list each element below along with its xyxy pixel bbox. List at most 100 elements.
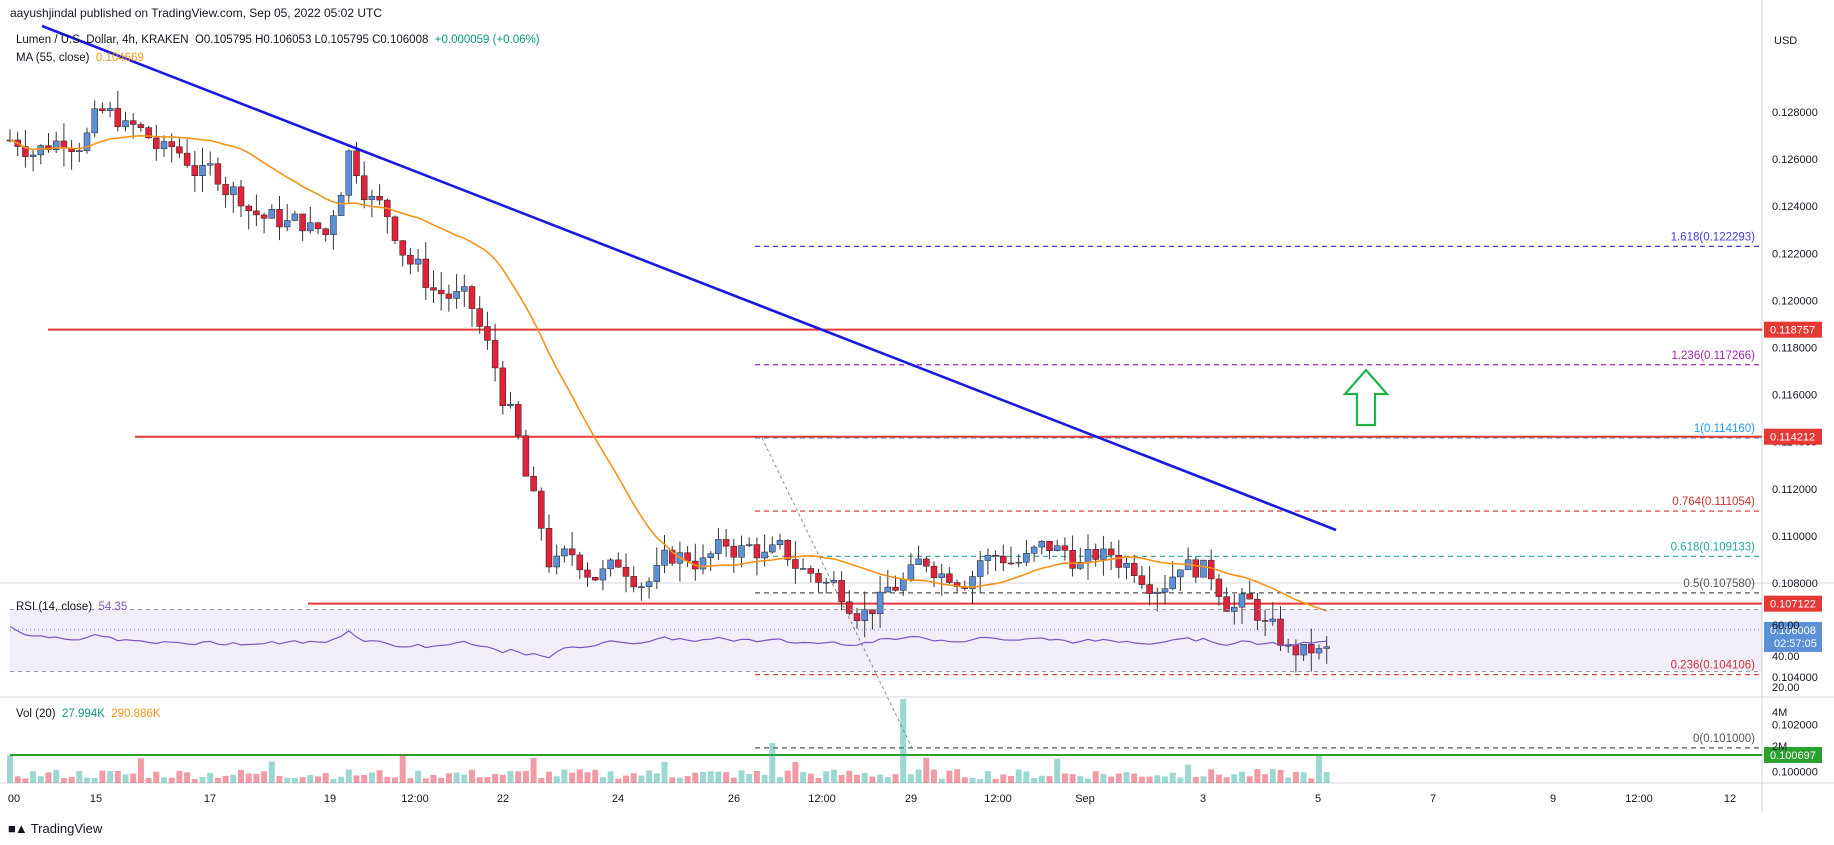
- price-tick: 0.124000: [1772, 201, 1818, 213]
- candle-up: [561, 545, 568, 563]
- candle-up: [52, 131, 60, 154]
- volume-bar: [769, 743, 776, 783]
- candle-up: [91, 100, 98, 138]
- candle-body: [253, 210, 260, 216]
- volume-bar: [176, 770, 183, 783]
- time-axis-label: 12:00: [1625, 793, 1653, 805]
- candle-down: [168, 133, 175, 163]
- volume-bar: [1262, 774, 1269, 783]
- candle-body: [368, 195, 376, 201]
- candle-up: [29, 149, 37, 172]
- candle-body: [846, 601, 853, 614]
- volume-bar: [907, 774, 914, 783]
- candle-up: [830, 571, 838, 584]
- volume-bar: [30, 771, 37, 783]
- volume-bar: [407, 778, 414, 783]
- candle-down: [946, 567, 953, 585]
- volume-bar: [492, 773, 499, 783]
- candle-body: [1000, 555, 1007, 564]
- volume-bar: [1223, 777, 1230, 783]
- candle-body: [538, 490, 545, 529]
- candle-body: [1130, 563, 1138, 576]
- time-axis-label: 12:00: [984, 793, 1012, 805]
- candle-body: [153, 137, 160, 149]
- candle-body: [1215, 578, 1223, 597]
- candle-down: [430, 270, 437, 303]
- candle-body: [37, 145, 45, 156]
- volume-bar: [661, 762, 668, 783]
- candle-down: [468, 285, 476, 327]
- candle-body: [199, 164, 206, 176]
- rsi-legend[interactable]: RSI (14, close) 54.35: [16, 601, 127, 613]
- volume-bar: [1046, 776, 1053, 783]
- candle-up: [414, 249, 422, 273]
- candle-down: [137, 121, 145, 132]
- candle-up: [1030, 545, 1038, 562]
- tradingview-logo[interactable]: ■▲ TradingView: [8, 821, 102, 836]
- candle-down: [1130, 554, 1138, 583]
- last-price-badge-bg: [1764, 621, 1822, 652]
- volume-bar: [777, 777, 783, 783]
- candle-body: [1177, 569, 1184, 578]
- volume-bar: [576, 769, 583, 783]
- volume-bar: [438, 777, 445, 783]
- time-axis-label: 19: [324, 793, 336, 805]
- volume-legend[interactable]: Vol (20) 27.994K 290.886K: [16, 708, 161, 720]
- moving-average-line: [9, 134, 1327, 612]
- volume-bar: [1285, 777, 1292, 783]
- candle-body: [407, 254, 414, 265]
- candle-body: [822, 581, 830, 584]
- candle-up: [330, 210, 337, 250]
- volume-bar: [1008, 776, 1014, 783]
- volume-bar: [322, 773, 329, 783]
- candle-body: [1284, 645, 1292, 647]
- candle-body: [607, 559, 614, 570]
- price-tick: 0.112000: [1772, 484, 1817, 496]
- candle-body: [830, 580, 838, 583]
- volume-bar: [684, 776, 691, 783]
- time-axis-label: 24: [612, 793, 624, 805]
- candle-body: [815, 573, 822, 583]
- ma-legend[interactable]: MA (55, close) 0.104669: [16, 52, 144, 64]
- candle-down: [568, 532, 576, 566]
- candle-body: [91, 108, 98, 134]
- volume-bar: [222, 775, 229, 783]
- candle-down: [591, 576, 599, 582]
- volume-bar: [646, 770, 653, 783]
- volume-bar: [7, 755, 13, 783]
- candle-up: [699, 544, 707, 575]
- volume-bar: [430, 774, 437, 783]
- time-axis-label: 26: [728, 793, 740, 805]
- volume-bar: [1192, 776, 1199, 783]
- candle-body: [638, 586, 645, 588]
- candle-down: [1146, 566, 1153, 606]
- volume-bar: [453, 772, 460, 783]
- candle-body: [430, 287, 437, 291]
- volume-bar: [199, 776, 206, 783]
- candle-body: [622, 566, 630, 577]
- volume-bar: [1123, 772, 1130, 783]
- volume-bar: [1277, 769, 1284, 783]
- volume-bar: [469, 769, 475, 783]
- volume-bar: [268, 761, 275, 783]
- candle-down: [1115, 540, 1123, 579]
- volume-bar: [938, 778, 945, 783]
- volume-bar: [923, 757, 930, 783]
- price-tick: 0.122000: [1772, 248, 1818, 260]
- volume-bar: [1023, 771, 1030, 783]
- volume-bar: [184, 772, 191, 783]
- candle-up: [1100, 535, 1107, 576]
- candle-up: [638, 582, 645, 601]
- candle-down: [476, 296, 483, 334]
- volume-bar: [969, 777, 976, 783]
- candle-body: [769, 544, 776, 553]
- symbol-name[interactable]: Lumen / U.S. Dollar, 4h, KRAKEN: [16, 34, 189, 46]
- candle-body: [853, 613, 861, 622]
- candle-up: [1184, 547, 1192, 571]
- candle-body: [553, 555, 560, 568]
- volume-bar: [900, 699, 907, 783]
- candle-body: [191, 165, 199, 176]
- volume-bar: [676, 777, 683, 783]
- candle-down: [22, 129, 29, 168]
